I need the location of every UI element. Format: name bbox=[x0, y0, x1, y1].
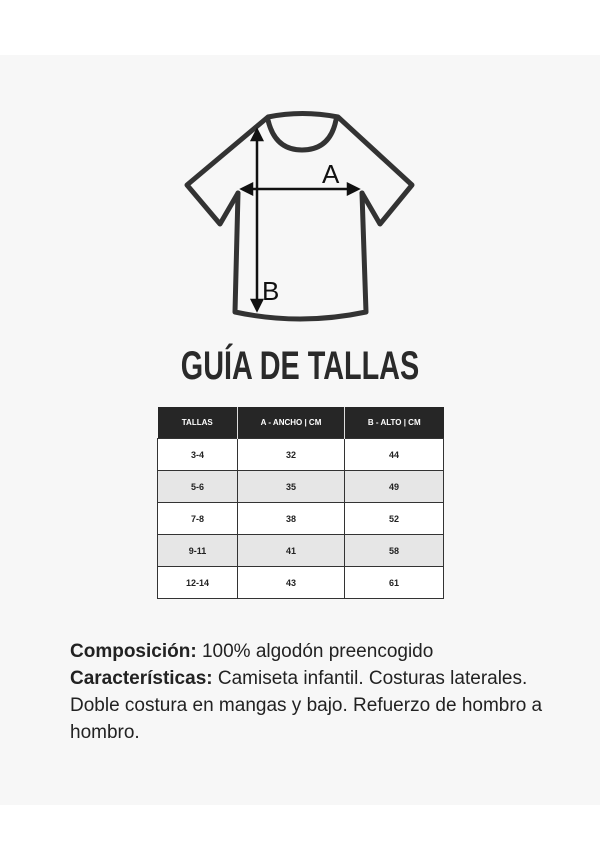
arrow-head bbox=[249, 298, 265, 313]
label-a: A bbox=[322, 159, 340, 189]
label-b: B bbox=[262, 276, 279, 306]
width-cell: 43 bbox=[237, 566, 345, 599]
product-description: Composición: 100% algodón preencogido Ca… bbox=[70, 638, 550, 746]
arrow-head bbox=[239, 181, 254, 197]
shirt-body bbox=[232, 190, 369, 322]
size-table: TALLAS A - ANCHO | CM B - ALTO | CM 3-4 3… bbox=[157, 407, 444, 599]
width-cell: 41 bbox=[237, 534, 345, 567]
size-cell: 3-4 bbox=[157, 438, 238, 471]
height-cell: 44 bbox=[344, 438, 444, 471]
height-cell: 52 bbox=[344, 502, 444, 535]
height-cell: 58 bbox=[344, 534, 444, 567]
size-cell: 9-11 bbox=[157, 534, 238, 567]
composition-label: Composición: bbox=[70, 641, 197, 662]
width-cell: 35 bbox=[237, 470, 345, 503]
height-cell: 61 bbox=[344, 566, 444, 599]
table-row: 7-8 38 52 bbox=[157, 502, 444, 535]
page-title: GUÍA DE TALLAS bbox=[180, 344, 420, 388]
height-cell: 49 bbox=[344, 470, 444, 503]
header-sizes: TALLAS bbox=[157, 407, 238, 439]
table-row: 9-11 41 58 bbox=[157, 534, 444, 567]
composition-text: 100% algodón preencogido bbox=[196, 641, 434, 662]
header-height: B - ALTO | CM bbox=[344, 407, 444, 439]
table-row: 12-14 43 61 bbox=[157, 566, 444, 599]
features-label: Características: bbox=[70, 668, 213, 689]
arrow-head bbox=[249, 127, 265, 142]
shirt-outline bbox=[184, 111, 415, 227]
width-cell: 32 bbox=[237, 438, 345, 471]
shirt-neckline bbox=[265, 117, 339, 153]
table-row: 5-6 35 49 bbox=[157, 470, 444, 503]
features-text: Camiseta infantil. Costuras laterales. D… bbox=[70, 668, 543, 743]
size-cell: 12-14 bbox=[157, 566, 238, 599]
width-cell: 38 bbox=[237, 502, 345, 535]
header-width: A - ANCHO | CM bbox=[237, 407, 345, 439]
table-row: 3-4 32 44 bbox=[157, 438, 444, 471]
tshirt-size-diagram: A B bbox=[184, 111, 415, 322]
size-cell: 7-8 bbox=[157, 502, 238, 535]
size-cell: 5-6 bbox=[157, 470, 238, 503]
arrow-head bbox=[346, 181, 361, 197]
